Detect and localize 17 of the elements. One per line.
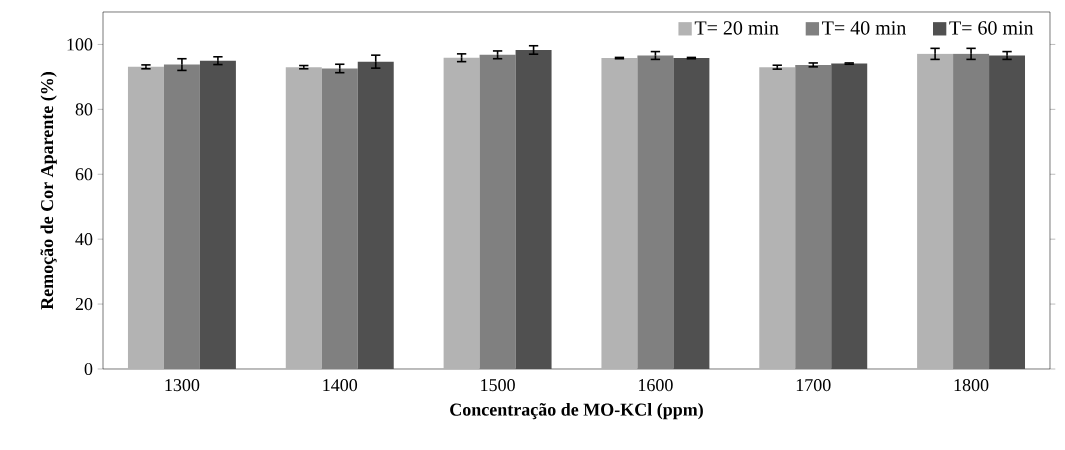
x-tick-label: 1300 — [165, 379, 200, 392]
y-tick-label: 0 — [84, 362, 93, 376]
y-tick-label: 100 — [67, 38, 93, 51]
x-tick-label: 1500 — [481, 379, 515, 392]
x-tick-label: 1800 — [954, 379, 989, 392]
x-tick-label: 1700 — [796, 379, 831, 392]
x-tick-label: 1600 — [639, 379, 673, 392]
legend-label: T= 20 min — [694, 21, 779, 35]
y-axis-title: Remoção de Cor Aparente (%) — [40, 72, 57, 310]
legend-label: T= 60 min — [949, 21, 1034, 35]
legend-label: T= 40 min — [822, 21, 907, 35]
y-tick-label: 60 — [75, 168, 93, 181]
y-tick-label: 80 — [75, 103, 93, 116]
x-tick-label: 1400 — [323, 379, 358, 392]
y-tick-label: 20 — [75, 298, 93, 311]
y-tick-label: 40 — [75, 233, 93, 246]
x-axis-title: Concentração de MO-KCl (ppm) — [450, 402, 703, 420]
